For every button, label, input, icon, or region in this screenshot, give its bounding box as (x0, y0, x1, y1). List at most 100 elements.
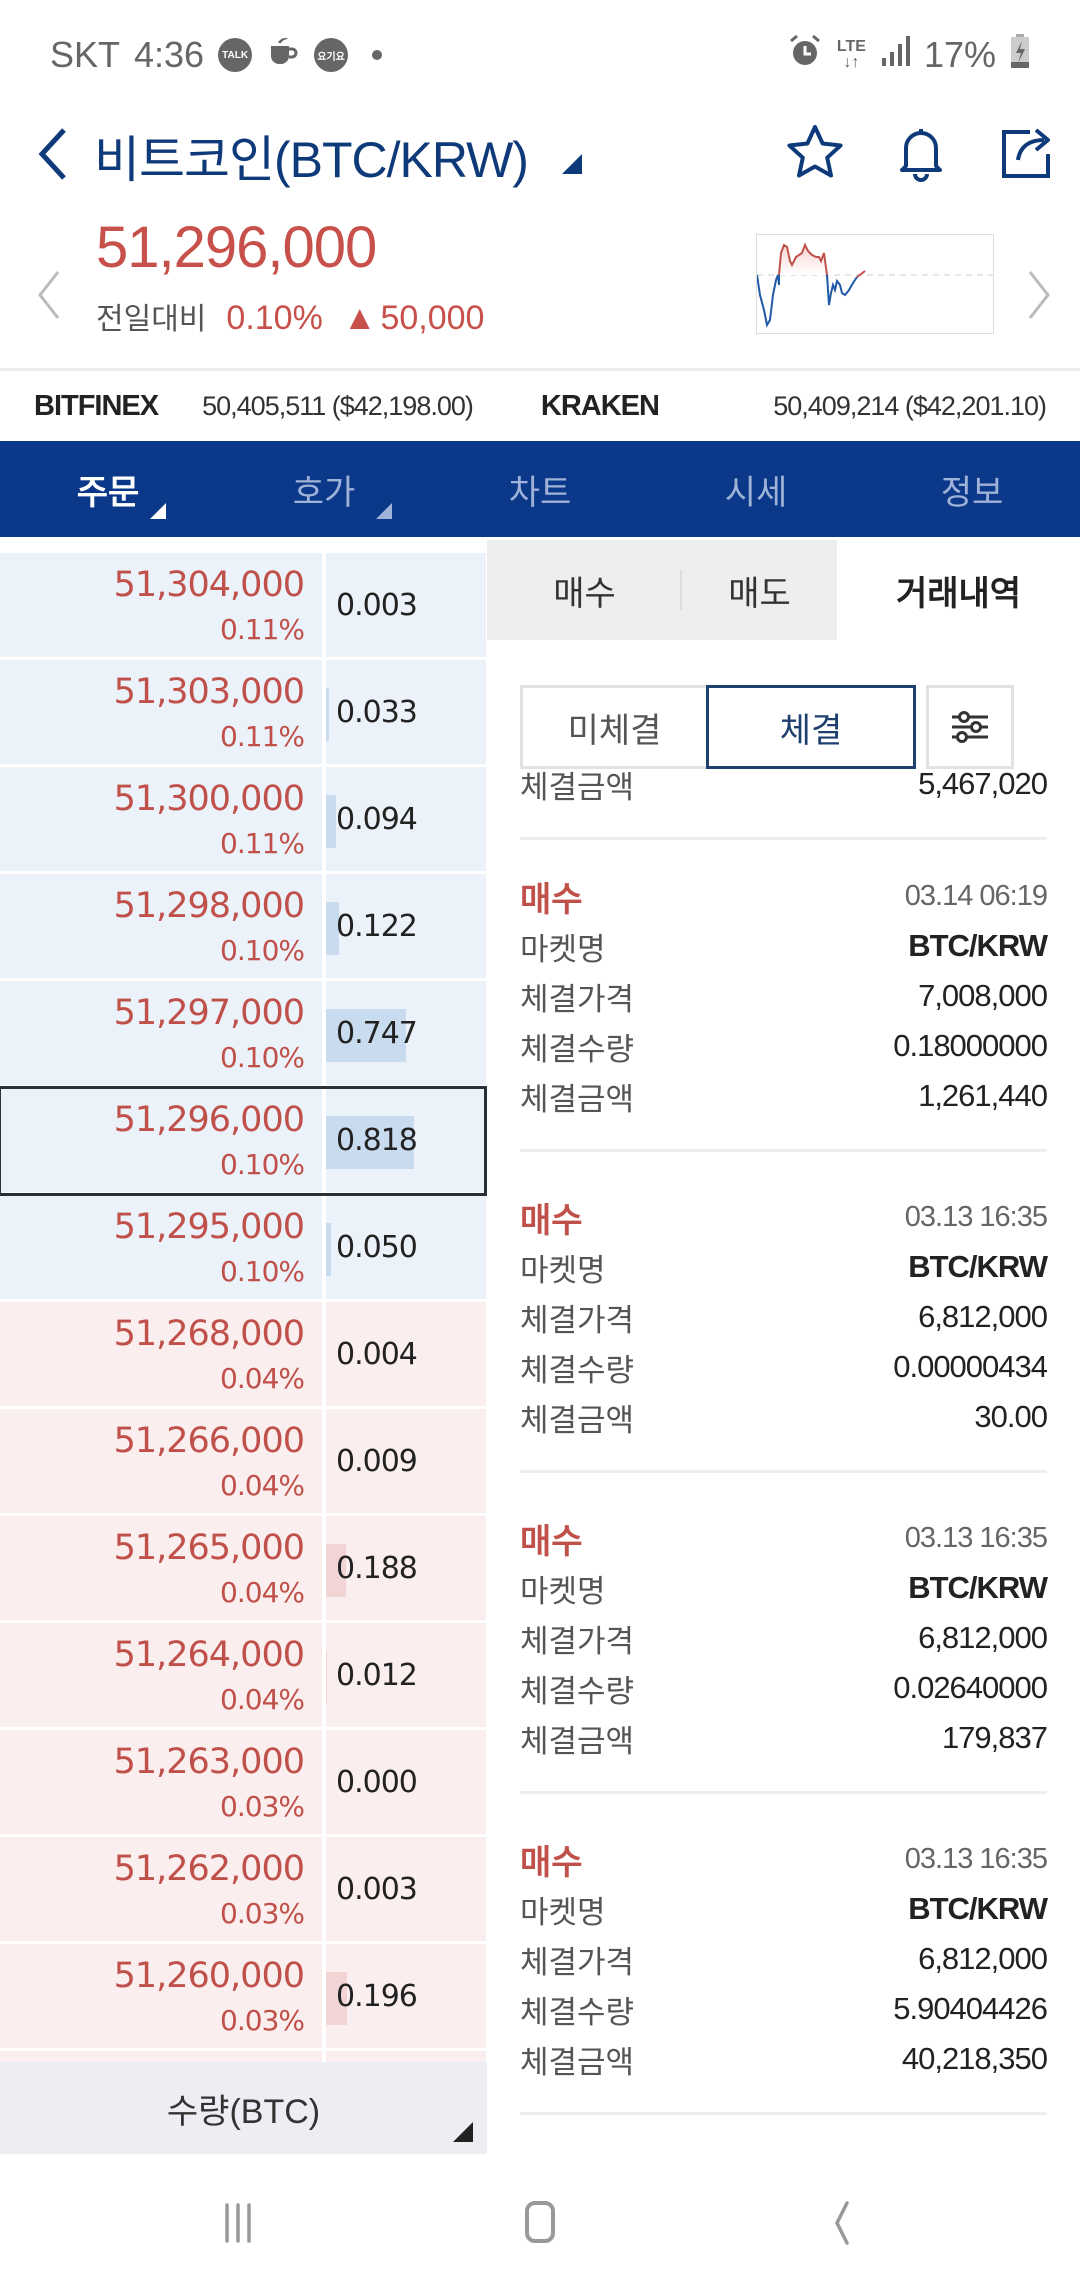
market-label: 마켓명 (520, 1573, 606, 1609)
item-divider (520, 1470, 1047, 1473)
amount-value: 1,261,440 (918, 1078, 1048, 1113)
trade-history-item-partial: 체결금액 5,467,020 (520, 769, 1048, 840)
quantity-label: 체결수량 (520, 1031, 635, 1067)
dropdown-caret-icon (453, 2122, 473, 2142)
orderbook-bid-row[interactable]: 51,260,000 0.03% 0.196 (0, 1944, 487, 2048)
change-label: 전일대비 (96, 303, 207, 336)
quantity-unit-selector[interactable]: 수량(BTC) (0, 2062, 487, 2154)
exchange-price-strip: BITFINEX 50,405,511 ($42,198.00) KRAKEN … (0, 371, 1080, 441)
dropdown-caret-icon[interactable] (562, 154, 582, 174)
orderbook[interactable]: 51,304,000 0.11% 0.003 51,303,000 0.11% 0.… (0, 537, 487, 2064)
market-label: 마켓명 (520, 1894, 606, 1930)
trade-history-item[interactable]: 매수 03.13 16:35 마켓명 BTC/KRW 체결가격 6,812,00… (520, 1513, 1048, 1794)
favorite-button[interactable] (782, 120, 848, 186)
mini-price-chart[interactable] (756, 234, 994, 334)
orderbook-ask-row[interactable]: 51,304,000 0.11% 0.003 (0, 553, 487, 657)
trade-history-item[interactable]: 매수 03.13 16:35 마켓명 BTC/KRW 체결가격 6,812,00… (520, 1192, 1048, 1473)
amount-value: 40,218,350 (901, 2041, 1048, 2076)
bid-percent: 0.03% (220, 1790, 305, 1823)
orderbook-bid-row[interactable]: 51,266,000 0.04% 0.009 (0, 1409, 487, 1513)
orderbook-ask-row[interactable]: 51,303,000 0.11% 0.033 (0, 660, 487, 764)
exchange-price: 50,405,511 ($42,198.00) (202, 390, 474, 421)
amount-label: 체결금액 (520, 1723, 635, 1759)
battery-percent: 17% (923, 34, 996, 75)
orderbook-ask-row[interactable]: 51,300,000 0.11% 0.094 (0, 767, 487, 871)
bid-price: 51,262,000 (113, 1849, 305, 1889)
filled-orders-button[interactable]: 체결 (706, 685, 916, 769)
price-label: 체결가격 (520, 1302, 635, 1338)
tab-sell[interactable]: 매도 (682, 540, 837, 640)
quantity-bar (326, 1223, 331, 1276)
trade-history-list[interactable]: 체결금액 5,467,020 매수 03.14 06:19 마켓명 BTC/KR… (487, 769, 1080, 2154)
orderbook-bid-row[interactable]: 51,264,000 0.04% 0.012 (0, 1623, 487, 1727)
ask-price: 51,298,000 (113, 886, 305, 926)
tab-separator (680, 570, 682, 610)
lte-icon: LTE ↓↑ (836, 38, 866, 71)
quantity-bar (326, 1544, 346, 1597)
trade-history-item[interactable]: 매수 03.13 16:35 마켓명 BTC/KRW 체결가격 6,812,00… (520, 1834, 1048, 2115)
tab-label: 주문 (76, 473, 140, 512)
bid-percent: 0.04% (220, 1576, 305, 1609)
quantity-bar (326, 795, 336, 848)
tab-market-price[interactable]: 시세 (648, 441, 864, 537)
price-value: 6,812,000 (918, 1620, 1048, 1655)
ask-price: 51,295,000 (113, 1207, 305, 1247)
tab-order[interactable]: 주문 (0, 441, 216, 537)
quantity-value: 0.00000434 (893, 1349, 1048, 1384)
orderbook-bid-row[interactable]: 51,268,000 0.04% 0.004 (0, 1302, 487, 1406)
exchange-price: 50,409,214 ($42,201.10) (773, 390, 1047, 421)
carrier: SKT (50, 34, 121, 75)
item-divider (520, 837, 1047, 840)
price-label: 체결가격 (520, 1944, 635, 1980)
next-coin-button[interactable] (1018, 260, 1058, 330)
alert-button[interactable] (888, 120, 954, 186)
bid-quantity: 0.004 (336, 1336, 418, 1372)
trade-type: 매수 (520, 880, 583, 919)
bid-quantity: 0.012 (336, 1657, 418, 1693)
orderbook-bid-row[interactable]: 51,262,000 0.03% 0.003 (0, 1837, 487, 1941)
bid-percent: 0.03% (220, 1897, 305, 1930)
system-back-button[interactable] (802, 2192, 882, 2252)
filter-settings-button[interactable] (926, 685, 1014, 769)
amount-label: 체결금액 (520, 1402, 635, 1438)
orderbook-bid-row[interactable] (0, 2051, 487, 2064)
orderbook-bid-row[interactable]: 51,263,000 0.03% 0.000 (0, 1730, 487, 1834)
bid-price: 51,268,000 (113, 1314, 305, 1354)
trade-history-item[interactable]: 매수 03.14 06:19 마켓명 BTC/KRW 체결가격 7,008,00… (520, 871, 1048, 1152)
ask-quantity: 0.003 (336, 587, 418, 623)
bid-quantity: 0.003 (336, 1871, 418, 1907)
recent-apps-icon (225, 2203, 251, 2243)
trade-time: 03.14 06:19 (904, 879, 1048, 912)
exchange-name: KRAKEN (540, 389, 660, 422)
coin-title-dropdown[interactable]: 비트코인(BTC/KRW) (94, 132, 529, 188)
yogiyo-label: 요기요 (317, 51, 345, 63)
status-bar: SKT 4:36 TALK 요기요 LTE ↓↑ 17% (0, 0, 1080, 110)
share-button[interactable] (994, 120, 1060, 186)
orderbook-ask-row[interactable]: 51,298,000 0.10% 0.122 (0, 874, 487, 978)
orderbook-ask-row-current[interactable]: 51,296,000 0.10% 0.818 (0, 1088, 487, 1192)
change-percent: 0.10% (226, 299, 323, 337)
back-button[interactable] (30, 124, 80, 184)
orderbook-ask-row[interactable]: 51,297,000 0.10% 0.747 (0, 981, 487, 1085)
orderbook-bid-row[interactable]: 51,265,000 0.04% 0.188 (0, 1516, 487, 1620)
unfilled-orders-button[interactable]: 미체결 (520, 685, 706, 769)
tab-orderbook[interactable]: 호가 (216, 441, 432, 537)
item-divider (520, 2112, 1047, 2115)
price-value: 6,812,000 (918, 1941, 1048, 1976)
trade-type: 매수 (520, 1843, 583, 1882)
quantity-bar (326, 1972, 347, 2025)
orderbook-ask-row[interactable]: 51,295,000 0.10% 0.050 (0, 1195, 487, 1299)
home-button[interactable] (500, 2192, 580, 2252)
tab-trade-history[interactable]: 거래내역 (837, 540, 1080, 640)
tab-buy[interactable]: 매수 (487, 540, 682, 640)
tab-info[interactable]: 정보 (864, 441, 1080, 537)
change-amount: 50,000 (343, 299, 484, 338)
ask-quantity: 0.094 (336, 801, 418, 837)
recent-apps-button[interactable] (198, 2192, 278, 2252)
filter-label: 체결 (779, 711, 843, 750)
ask-price: 51,304,000 (113, 565, 305, 605)
ask-percent: 0.10% (220, 1041, 305, 1074)
tab-chart[interactable]: 차트 (432, 441, 648, 537)
clock: 4:36 (134, 34, 205, 75)
previous-coin-button[interactable] (30, 260, 70, 330)
